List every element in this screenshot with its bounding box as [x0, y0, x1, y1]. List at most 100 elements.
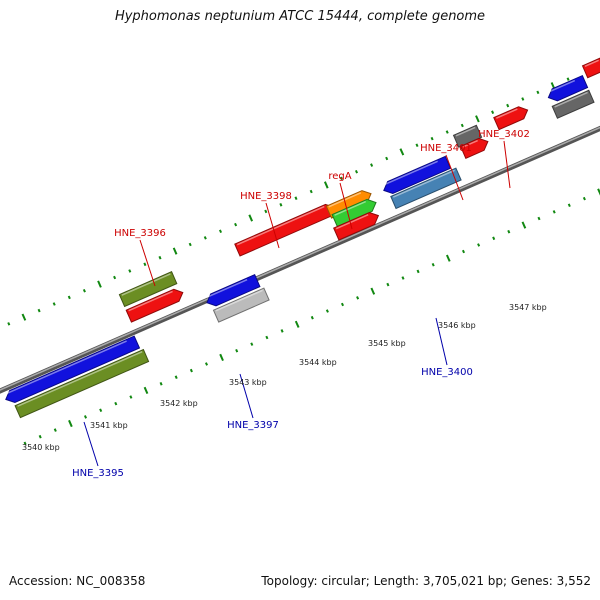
scale-tick: [506, 103, 510, 108]
scale-tick: [521, 97, 525, 101]
gene-arrow-highlight: [495, 108, 518, 119]
gene-arrow-highlight: [206, 278, 248, 298]
gene-label: HNE_3398: [240, 191, 292, 202]
gene-label: regA: [328, 171, 351, 182]
leader-line: [83, 421, 99, 467]
scale-tick: [250, 342, 254, 346]
gene-arrow-gray: [452, 124, 483, 148]
scale-tick: [431, 262, 435, 267]
kbp-label: 3541 kbp: [90, 421, 128, 430]
scale-tick: [294, 196, 298, 200]
scale-tick: [445, 254, 451, 262]
gene-arrow-highlight: [215, 289, 263, 312]
scale-tick: [265, 335, 269, 340]
gene-arrow-highlight: [554, 91, 588, 108]
scale-tick: [248, 214, 254, 222]
scale-tick: [218, 229, 223, 234]
scale-tick: [189, 368, 193, 373]
scale-tick: [21, 313, 27, 321]
scale-tick: [129, 395, 133, 399]
scale-tick: [143, 386, 149, 395]
gene-arrow-highlight: [236, 205, 325, 246]
scale-tick: [38, 434, 42, 439]
scale-tick: [507, 229, 511, 234]
scale-tick: [356, 296, 360, 300]
scale-tick: [521, 221, 527, 229]
leader-line: [139, 239, 156, 287]
scale-tick: [399, 148, 405, 156]
gene-arrow-red: [333, 211, 380, 241]
scale-tick: [67, 295, 71, 300]
topology-text: Topology: circular; Length: 3,705,021 bp…: [261, 574, 591, 588]
scale-tick: [477, 243, 481, 247]
gene-arrow-olive: [14, 348, 150, 419]
gene-arrow-highlight: [584, 59, 599, 68]
kbp-label: 3543 kbp: [229, 378, 267, 387]
leader-line: [239, 373, 254, 419]
gene-arrow-highlight: [128, 290, 173, 312]
gene-arrow-blue: [206, 274, 261, 307]
kbp-label: 3546 kbp: [438, 321, 476, 330]
scale-tick: [114, 401, 118, 406]
scale-tick: [461, 249, 466, 254]
scale-tick: [97, 280, 102, 288]
scale-ticks: [7, 77, 600, 446]
scale-tick: [23, 441, 27, 446]
scale-tick: [386, 282, 390, 287]
leader-line: [339, 182, 353, 230]
scale-tick: [309, 189, 313, 194]
gene-arrow-green: [331, 198, 377, 228]
scale-tick: [99, 408, 103, 413]
gene-arrow-olive: [118, 271, 178, 308]
kbp-scale-labels: 3540 kbp 3541 kbp 3542 kbp 3543 kbp 3544 kbp…: [22, 303, 547, 452]
scale-tick: [172, 247, 178, 255]
gene-arrow-lightgray: [212, 287, 270, 323]
kbp-label: 3545 kbp: [368, 339, 406, 348]
gene-arrow-blue: [5, 335, 141, 404]
gene-arrow-blue: [383, 155, 452, 195]
leader-line: [435, 317, 448, 366]
scale-tick: [401, 276, 405, 280]
gene-arrow-gray: [551, 89, 595, 119]
scale-tick: [37, 308, 41, 313]
backbone-highlight: [0, 126, 600, 391]
gene-arrow-highlight: [334, 200, 367, 216]
scale-tick: [234, 222, 238, 227]
scale-tick: [370, 287, 376, 295]
gene-arrow-red: [234, 203, 336, 257]
gene-features: [5, 57, 600, 419]
scale-tick: [188, 242, 192, 247]
scale-tick: [204, 362, 209, 366]
scale-tick: [445, 130, 449, 134]
scale-tick: [82, 288, 86, 293]
scale-tick: [68, 419, 73, 428]
scale-tick: [552, 210, 556, 214]
scale-tick: [279, 203, 283, 207]
scale-tick: [566, 77, 570, 81]
scale-tick: [340, 302, 345, 307]
genome-title: Hyphomonas neptunium ATCC 15444, complet…: [114, 9, 486, 24]
scale-tick: [567, 203, 571, 208]
scale-tick: [537, 216, 541, 221]
scale-tick: [310, 315, 314, 320]
scale-tick: [416, 269, 420, 274]
gene-labels: HNE_3396 HNE_3398 regA HNE_3401 HNE_3402 HNE_…: [72, 129, 530, 479]
scale-tick: [203, 236, 207, 240]
gene-label: HNE_3396: [114, 228, 166, 239]
scale-tick: [460, 123, 464, 128]
kbp-label: 3540 kbp: [22, 443, 60, 452]
scale-tick: [370, 163, 374, 167]
gene-arrow-red: [493, 106, 529, 131]
scale-tick: [113, 275, 117, 280]
gene-label: HNE_3397: [227, 420, 279, 431]
scale-tick: [385, 156, 389, 161]
leader-line: [445, 154, 464, 201]
gene-arrow-red: [125, 288, 184, 323]
scale-tick: [174, 375, 178, 379]
gene-arrow-highlight: [383, 160, 438, 186]
scale-tick: [536, 90, 540, 95]
scale-tick: [83, 415, 88, 419]
gene-label: HNE_3400: [421, 367, 473, 378]
leader-line: [503, 140, 511, 189]
scale-tick: [325, 309, 329, 313]
